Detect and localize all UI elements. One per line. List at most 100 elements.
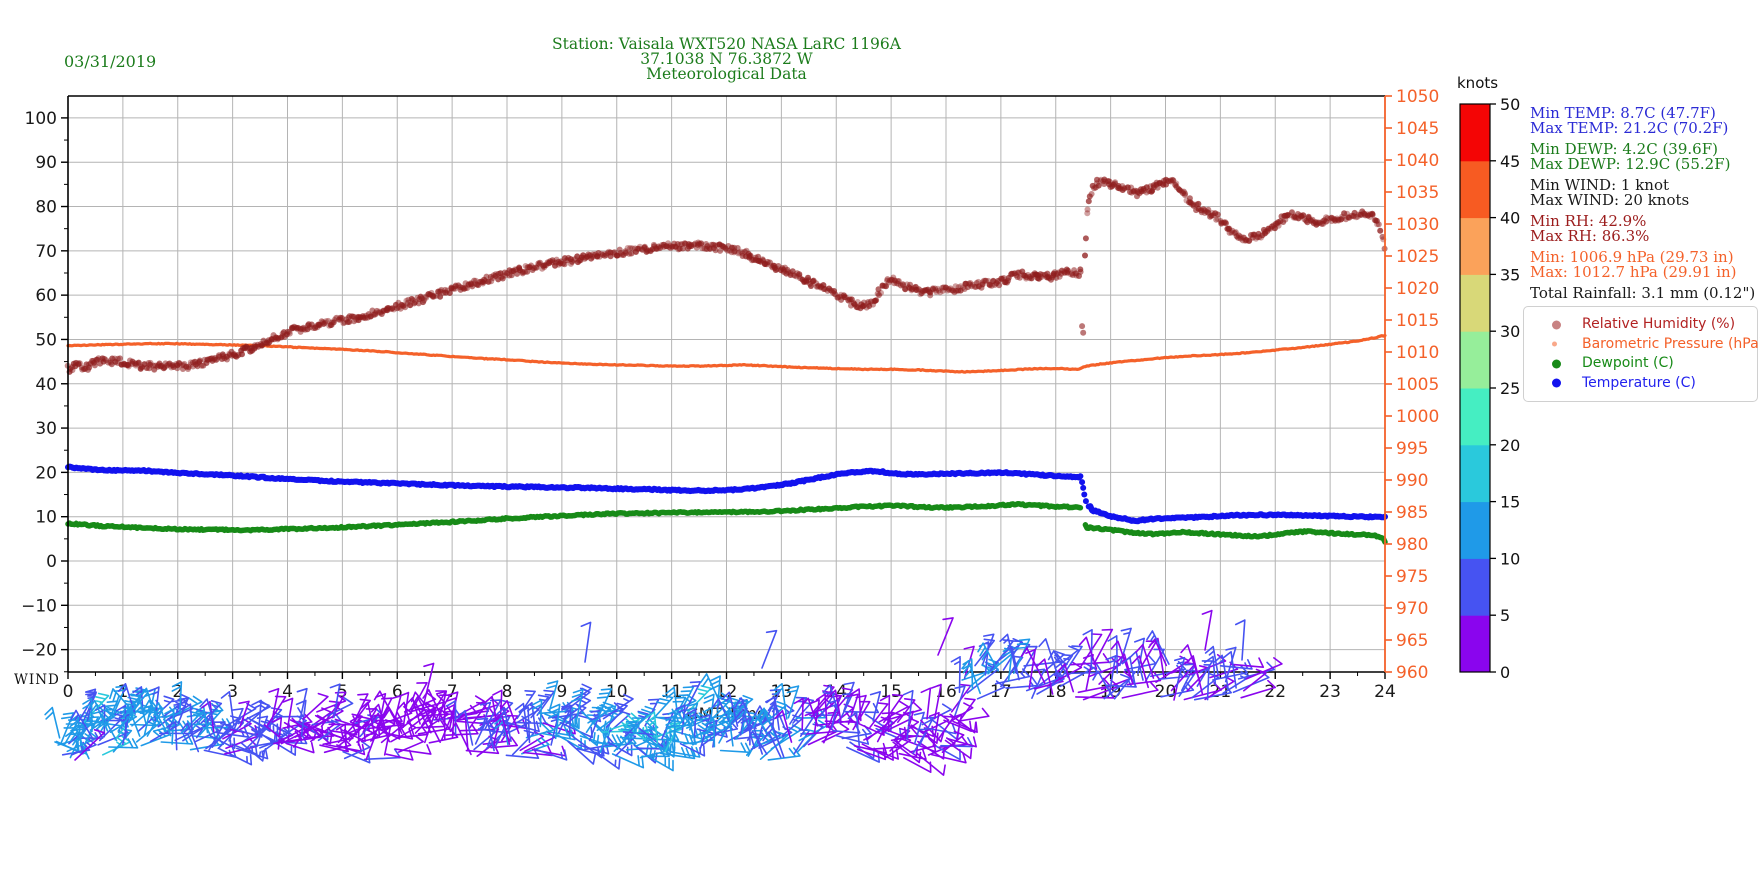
svg-text:100: 100 <box>25 109 57 129</box>
stat-line-2: Min DEWP: 4.2C (39.6F) <box>1530 140 1718 158</box>
svg-text:990: 990 <box>1396 471 1428 491</box>
plot-title-line3: Meteorological Data <box>646 65 807 83</box>
svg-text:90: 90 <box>35 153 57 173</box>
stat-line-6: Min RH: 42.9% <box>1530 212 1647 230</box>
series-relative-humidity <box>64 176 1388 375</box>
svg-text:6: 6 <box>392 682 403 702</box>
svg-text:20: 20 <box>35 463 57 483</box>
svg-text:1035: 1035 <box>1396 183 1439 203</box>
legend-marker-icon <box>1552 359 1561 368</box>
legend-label: Barometric Pressure (hPa) <box>1582 335 1760 352</box>
svg-text:−20: −20 <box>21 641 57 661</box>
svg-text:0: 0 <box>63 682 74 702</box>
plot-title-line1: Station: Vaisala WXT520 NASA LaRC 1196A <box>552 35 901 53</box>
svg-text:−10: −10 <box>21 596 57 616</box>
plot-title-line2: 37.1038 N 76.3872 W <box>640 50 813 68</box>
svg-text:0: 0 <box>1500 663 1510 682</box>
svg-text:10: 10 <box>606 682 628 702</box>
stat-line-8: Min: 1006.9 hPa (29.73 in) <box>1530 248 1734 266</box>
svg-text:1050: 1050 <box>1396 87 1439 107</box>
legend-label: Temperature (C) <box>1582 374 1696 391</box>
svg-text:970: 970 <box>1396 599 1428 619</box>
svg-text:40: 40 <box>1500 209 1520 228</box>
svg-text:30: 30 <box>35 419 57 439</box>
svg-text:50: 50 <box>1500 95 1520 114</box>
svg-text:4: 4 <box>282 682 293 702</box>
wind-label: WIND <box>14 672 60 688</box>
svg-text:17: 17 <box>990 682 1012 702</box>
svg-text:10: 10 <box>1500 549 1520 568</box>
stat-line-1: Max TEMP: 21.2C (70.2F) <box>1530 119 1729 137</box>
series-temperature <box>65 463 1388 525</box>
svg-text:60: 60 <box>35 286 57 306</box>
svg-text:7: 7 <box>447 682 458 702</box>
svg-text:70: 70 <box>35 242 57 262</box>
svg-text:1020: 1020 <box>1396 279 1439 299</box>
stat-line-9: Max: 1012.7 hPa (29.91 in) <box>1530 263 1737 281</box>
svg-text:1010: 1010 <box>1396 343 1439 363</box>
svg-text:80: 80 <box>35 198 57 218</box>
svg-text:0: 0 <box>46 552 57 572</box>
svg-text:980: 980 <box>1396 535 1428 555</box>
svg-text:23: 23 <box>1319 682 1341 702</box>
svg-text:2: 2 <box>172 682 183 702</box>
plot-title: Station: Vaisala WXT520 NASA LaRC 1196A … <box>68 35 1385 83</box>
svg-text:985: 985 <box>1396 503 1428 523</box>
svg-text:20: 20 <box>1155 682 1177 702</box>
svg-text:995: 995 <box>1396 439 1428 459</box>
svg-text:1005: 1005 <box>1396 375 1439 395</box>
right-axis-ticks: 960 965 970 975 980 985 990 995 1000 1005 1010 1015… <box>1385 87 1439 683</box>
legend-item-1: Barometric Pressure (hPa) <box>1524 335 1760 354</box>
legend-marker-icon <box>1552 320 1561 329</box>
svg-text:965: 965 <box>1396 631 1428 651</box>
svg-text:1040: 1040 <box>1396 151 1439 171</box>
stat-line-5: Max WIND: 20 knots <box>1530 191 1690 209</box>
svg-text:9: 9 <box>556 682 567 702</box>
svg-text:8: 8 <box>502 682 513 702</box>
stat-line-10: Total Rainfall: 3.1 mm (0.12") <box>1530 284 1756 302</box>
date-label: 03/31/2019 <box>64 52 157 71</box>
svg-text:3: 3 <box>227 682 238 702</box>
wind-barbs-strip <box>44 609 1283 776</box>
legend-marker-icon <box>1552 341 1557 347</box>
legend-label: Relative Humidity (%) <box>1582 316 1736 332</box>
svg-text:1025: 1025 <box>1396 247 1439 267</box>
svg-text:1030: 1030 <box>1396 215 1439 235</box>
svg-text:10: 10 <box>35 508 57 528</box>
series-dewpoint <box>65 500 1388 545</box>
svg-text:1045: 1045 <box>1396 119 1439 139</box>
colorbar-title: knots <box>1457 74 1499 92</box>
svg-text:1015: 1015 <box>1396 311 1439 331</box>
svg-text:20: 20 <box>1500 436 1520 455</box>
svg-text:25: 25 <box>1500 379 1520 398</box>
series-barometric-pressure <box>66 333 1387 374</box>
stat-line-3: Max DEWP: 12.9C (55.2F) <box>1530 155 1731 173</box>
legend: Relative Humidity (%) Barometric Pressure… <box>1523 306 1760 402</box>
wind-speed-colorbar: 0 5 10 15 20 25 30 35 40 45 50 <box>1459 95 1520 682</box>
legend-item-2: Dewpoint (C) <box>1524 354 1757 373</box>
stat-line-4: Min WIND: 1 knot <box>1530 176 1670 194</box>
svg-text:50: 50 <box>35 330 57 350</box>
legend-item-3: Temperature (C) <box>1524 374 1757 393</box>
stat-line-7: Max RH: 86.3% <box>1530 227 1650 245</box>
legend-label: Dewpoint (C) <box>1582 355 1674 371</box>
grid-lines <box>68 96 1385 672</box>
svg-text:24: 24 <box>1374 682 1396 702</box>
svg-text:975: 975 <box>1396 567 1428 587</box>
svg-text:13: 13 <box>771 682 793 702</box>
stat-line-0: Min TEMP: 8.7C (47.7F) <box>1530 104 1716 122</box>
svg-text:960: 960 <box>1396 663 1428 683</box>
svg-text:40: 40 <box>35 375 57 395</box>
svg-text:15: 15 <box>1500 493 1520 512</box>
svg-text:1000: 1000 <box>1396 407 1439 427</box>
svg-text:5: 5 <box>1500 606 1510 625</box>
legend-item-0: Relative Humidity (%) <box>1524 315 1757 334</box>
svg-text:35: 35 <box>1500 265 1520 284</box>
svg-text:22: 22 <box>1264 682 1286 702</box>
svg-text:45: 45 <box>1500 152 1520 171</box>
legend-marker-icon <box>1552 378 1561 388</box>
left-axis-ticks: −20 −10 0 10 20 30 40 50 60 70 80 90 100 <box>21 109 68 673</box>
svg-text:30: 30 <box>1500 322 1520 341</box>
